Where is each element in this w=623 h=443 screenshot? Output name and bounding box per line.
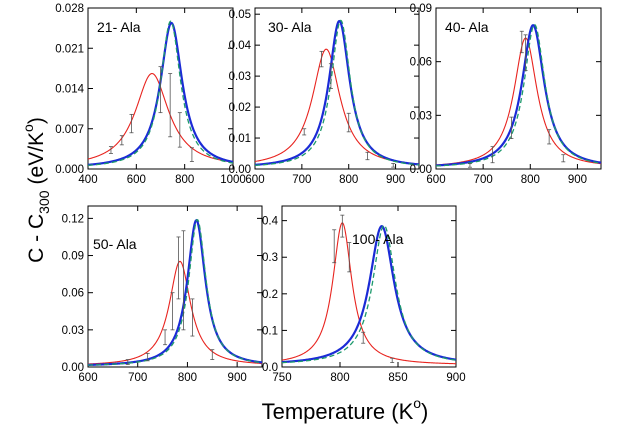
panel-1-x-tick-label: 600 — [127, 174, 146, 186]
panel-2: 600 700 800 900 0.00 0.01 0.02 0.03 0.04 0.05 30- … — [229, 7, 420, 186]
panel-5: 750 800 850 900 0.0 0.1 0.2 0.3 0.4 100- Ala — [262, 205, 466, 384]
panel-5-y-tick-label: 0.0 — [262, 362, 278, 374]
panel-2-y-tick-label: 0.04 — [229, 40, 252, 52]
x-axis-title-superscript: o — [413, 395, 421, 411]
panel-1-y-tick-label: 0.014 — [55, 84, 84, 96]
panel-2-series-blue — [255, 19, 419, 166]
y-axis-title-subscript: 300 — [36, 190, 52, 214]
panel-5-x-tick-label: 750 — [272, 372, 291, 384]
y-axis-title: C - C300 (eV/Ko) — [20, 117, 52, 263]
panel-3-series-green — [436, 23, 601, 167]
panel-4-x-tick-label: 700 — [128, 372, 147, 384]
panel-3-x-tick-label: 700 — [474, 174, 493, 186]
panel-1-title: 21- Ala — [97, 19, 141, 35]
panel-4-y-tick-label: 0.00 — [62, 362, 84, 374]
panel-4-y-tick-label: 0.12 — [62, 213, 84, 225]
panel-2-series-green — [255, 19, 419, 167]
panel-3-series-red — [436, 37, 601, 166]
panel-4-series-red — [88, 260, 262, 365]
panel-5-series-blue — [282, 224, 456, 364]
panel-4-y-tick-label: 0.03 — [62, 325, 84, 337]
panel-5-y-tick-label: 0.1 — [262, 325, 278, 337]
x-axis-title-main: Temperature (K — [262, 399, 414, 424]
panel-4-y-tick-label: 0.06 — [62, 288, 84, 300]
x-axis-title: Temperature (Ko) — [262, 395, 429, 424]
y-axis-title-unit-superscript: o — [20, 124, 36, 132]
panel-5-series-green — [282, 224, 456, 364]
panel-4-y-tick-label: 0.09 — [62, 251, 84, 263]
panel-1: 400 600 800 1000 0.000 0.007 0.014 0.021 0.028 21… — [55, 3, 246, 186]
panel-5-frame — [281, 205, 457, 368]
panel-3-series-blue — [436, 23, 601, 167]
panel-3: 600 700 800 900 0.00 0.03 0.06 0.09 40- Ala — [410, 3, 602, 186]
panel-2-title: 30- Ala — [268, 19, 312, 35]
panel-1-x-tick-label: 400 — [78, 174, 97, 186]
panel-1-x-tick-label: 800 — [175, 174, 194, 186]
panel-1-series-green — [88, 20, 233, 166]
panel-3-x-tick-label: 800 — [521, 174, 540, 186]
panel-4-x-tick-label: 800 — [178, 372, 197, 384]
panel-2-y-tick-label: 0.05 — [229, 9, 251, 21]
panel-2-y-tick-label: 0.02 — [229, 102, 251, 114]
y-axis-title-unit: (eV/K — [25, 132, 48, 185]
panel-2-y-tick-label: 0.03 — [229, 71, 251, 83]
panel-2-y-tick-label: 0.01 — [229, 133, 251, 145]
panel-2-frame — [254, 7, 420, 170]
panel-5-y-tick-label: 0.2 — [262, 289, 278, 301]
panel-5-x-tick-label: 900 — [446, 372, 465, 384]
panel-5-y-tick-label: 0.3 — [262, 252, 278, 264]
panel-3-y-tick-label: 0.06 — [410, 57, 432, 69]
panel-4-x-tick-label: 900 — [228, 372, 247, 384]
panel-3-y-tick-label: 0.03 — [410, 110, 432, 122]
panel-3-title: 40- Ala — [445, 19, 489, 35]
panel-5-title: 100- Ala — [352, 231, 404, 247]
panel-4: 600 700 800 900 0.00 0.03 0.06 0.09 0.12 50- Ala — [62, 205, 263, 384]
panel-5-series-red — [282, 222, 456, 365]
panel-1-y-tick-label: 0.007 — [55, 124, 84, 136]
panel-5-x-tick-label: 800 — [330, 372, 349, 384]
panel-2-x-tick-label: 700 — [292, 174, 311, 186]
panel-3-x-tick-label: 600 — [426, 174, 445, 186]
panel-2-x-tick-label: 800 — [339, 174, 358, 186]
panel-4-title: 50- Ala — [93, 236, 137, 252]
panel-2-series-red — [255, 48, 419, 165]
panel-3-x-tick-label: 900 — [568, 174, 587, 186]
panel-2-y-tick-label: 0.00 — [229, 164, 251, 176]
panel-2-x-tick-label: 900 — [386, 174, 405, 186]
panel-3-frame — [435, 7, 602, 170]
panel-1-x-tick-label: 1000 — [220, 174, 246, 186]
y-axis-title-main: C - C — [25, 214, 48, 263]
y-axis-title-unit-close: ) — [25, 117, 48, 124]
panel-5-y-tick-label: 0.4 — [262, 216, 279, 228]
panel-1-y-tick-label: 0.000 — [55, 164, 84, 176]
panel-1-y-tick-label: 0.028 — [55, 3, 84, 15]
panel-4-series-green — [88, 219, 262, 366]
panel-3-y-tick-label: 0.00 — [410, 164, 432, 176]
panel-4-x-tick-label: 600 — [78, 372, 97, 384]
panel-1-y-tick-label: 0.021 — [55, 43, 84, 55]
x-axis-title-close: ) — [421, 399, 428, 424]
panel-4-frame — [87, 205, 263, 368]
panel-5-x-tick-label: 850 — [388, 372, 407, 384]
panel-2-x-tick-label: 600 — [245, 174, 264, 186]
panels: 400 600 800 1000 0.000 0.007 0.014 0.021 0.028 21… — [55, 3, 602, 384]
panel-3-y-tick-label: 0.09 — [410, 3, 432, 15]
